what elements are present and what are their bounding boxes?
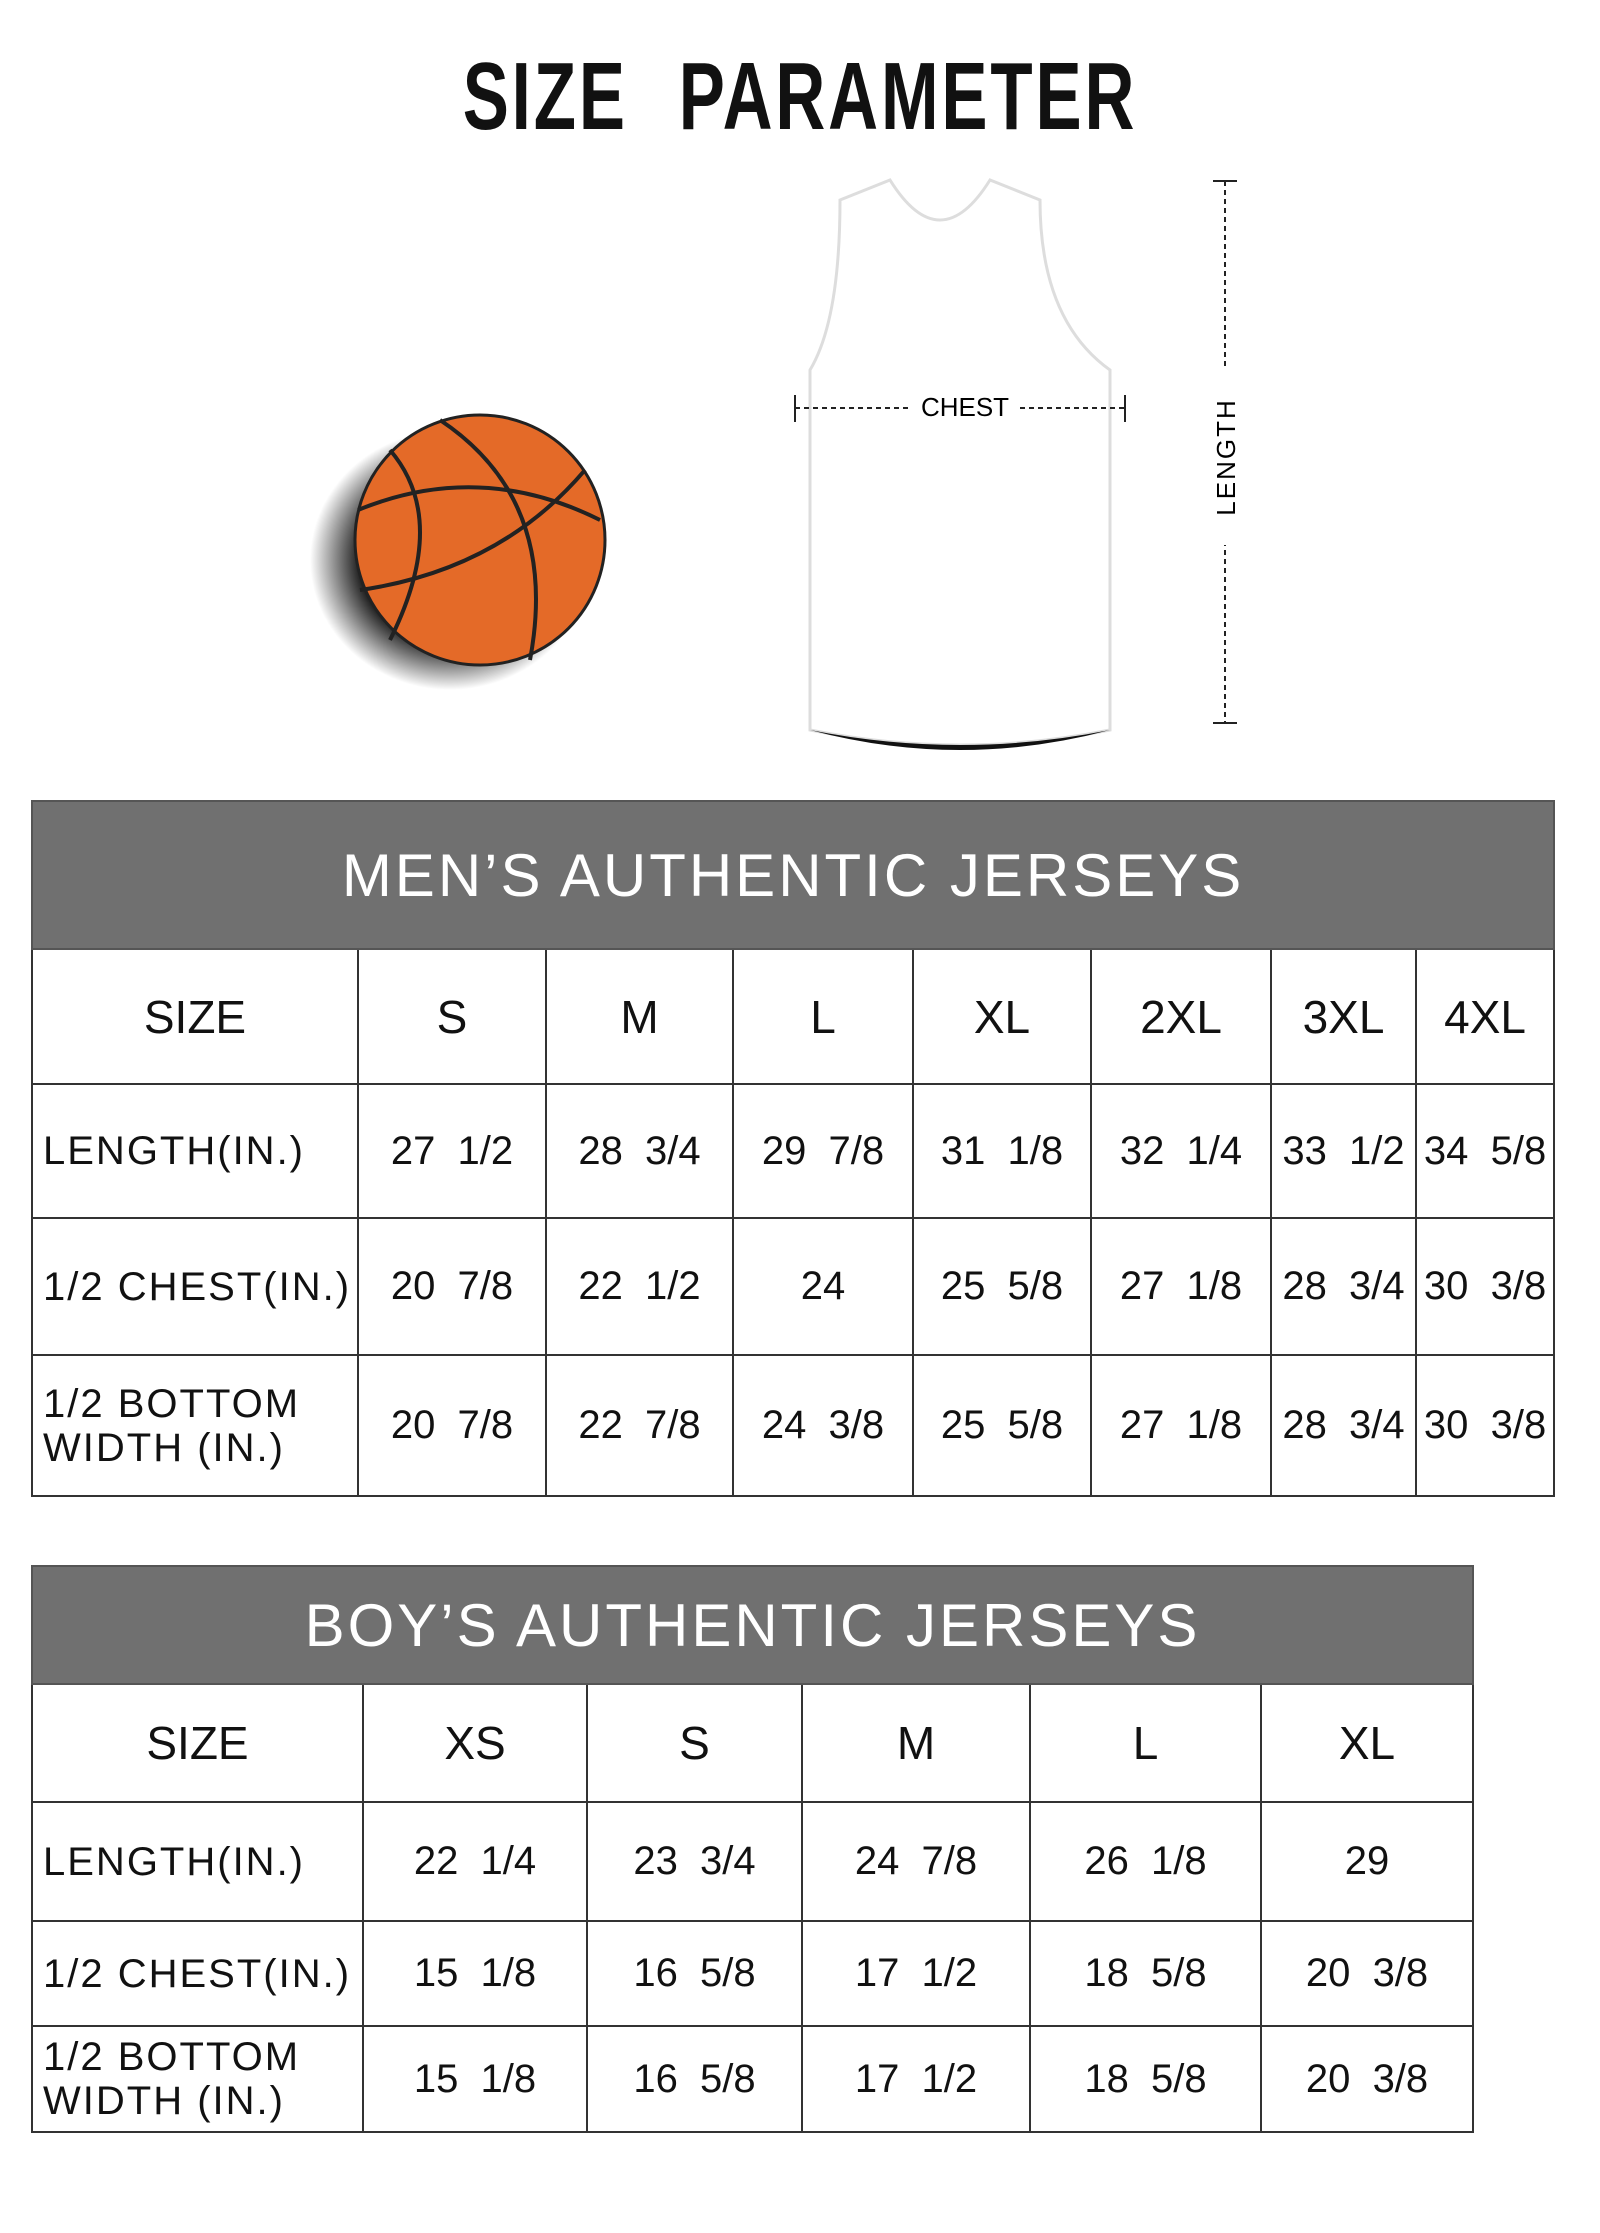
cell: 28 3/4 [1270, 1354, 1417, 1497]
size-col: M [545, 948, 734, 1085]
cell: 27 1/8 [1090, 1354, 1272, 1497]
size-col: XL [912, 948, 1092, 1085]
size-col: M [801, 1683, 1031, 1803]
size-col: XS [362, 1683, 588, 1803]
size-col: 2XL [1090, 948, 1272, 1085]
size-col: L [1029, 1683, 1262, 1803]
cell: 18 5/8 [1029, 2025, 1262, 2133]
cell: 28 3/4 [1270, 1217, 1417, 1356]
boys-size-table: BOY’S AUTHENTIC JERSEYS SIZE XS S M L XL… [30, 1565, 1475, 2133]
cell: 27 1/2 [357, 1083, 547, 1219]
cell: 26 1/8 [1029, 1801, 1262, 1922]
cell: 29 7/8 [732, 1083, 914, 1219]
row-label: 1/2 BOTTOM WIDTH (IN.) [31, 2025, 364, 2133]
row-label: 1/2 CHEST(IN.) [31, 1920, 364, 2027]
size-col: XL [1259, 1683, 1475, 1803]
cell: 30 3/8 [1414, 1217, 1556, 1356]
page-title: SIZE PARAMETER [462, 43, 1138, 150]
size-header: SIZE [31, 1683, 364, 1803]
cell: 15 1/8 [362, 1920, 588, 2027]
table-row: LENGTH(IN.) 27 1/2 28 3/4 29 7/8 31 1/8 … [31, 1083, 1556, 1219]
cell: 22 1/4 [362, 1801, 588, 1922]
cell: 18 5/8 [1029, 1920, 1262, 2027]
cell: 27 1/8 [1090, 1217, 1272, 1356]
cell: 24 [732, 1217, 914, 1356]
table-row: 1/2 BOTTOM WIDTH (IN.) 15 1/8 16 5/8 17 … [31, 2025, 1475, 2133]
size-col: S [357, 948, 547, 1085]
size-col: 3XL [1270, 948, 1417, 1085]
cell: 20 7/8 [357, 1354, 547, 1497]
jersey-diagram: CHEST [794, 178, 1126, 750]
cell: 20 3/8 [1259, 1920, 1475, 2027]
cell: 15 1/8 [362, 2025, 588, 2133]
cell: 28 3/4 [545, 1083, 734, 1219]
basketball-icon [310, 413, 607, 690]
cell: 32 1/4 [1090, 1083, 1272, 1219]
cell: 16 5/8 [586, 2025, 803, 2133]
cell: 24 7/8 [801, 1801, 1031, 1922]
table-row: 1/2 CHEST(IN.) 20 7/8 22 1/2 24 25 5/8 2… [31, 1217, 1556, 1356]
cell: 29 [1259, 1801, 1475, 1922]
mens-table-title: MEN’S AUTHENTIC JERSEYS [30, 800, 1556, 950]
length-label: LENGTH [1211, 398, 1241, 515]
cell: 20 3/8 [1259, 2025, 1475, 2133]
cell: 24 3/8 [732, 1354, 914, 1497]
length-indicator: LENGTH [1210, 180, 1241, 724]
row-label: LENGTH(IN.) [31, 1801, 364, 1922]
cell: 16 5/8 [586, 1920, 803, 2027]
cell: 25 5/8 [912, 1354, 1092, 1497]
cell: 22 7/8 [545, 1354, 734, 1497]
size-col: 4XL [1414, 948, 1556, 1085]
table-row: 1/2 BOTTOM WIDTH (IN.) 20 7/8 22 7/8 24 … [31, 1354, 1556, 1497]
row-label: 1/2 BOTTOM WIDTH (IN.) [31, 1354, 359, 1497]
table-row: LENGTH(IN.) 22 1/4 23 3/4 24 7/8 26 1/8 … [31, 1801, 1475, 1922]
cell: 25 5/8 [912, 1217, 1092, 1356]
cell: 30 3/8 [1414, 1354, 1556, 1497]
cell: 17 1/2 [801, 1920, 1031, 2027]
cell: 23 3/4 [586, 1801, 803, 1922]
row-label: LENGTH(IN.) [31, 1083, 359, 1219]
size-col: S [586, 1683, 803, 1803]
size-col: L [732, 948, 914, 1085]
boys-table-title: BOY’S AUTHENTIC JERSEYS [30, 1565, 1475, 1685]
cell: 33 1/2 [1270, 1083, 1417, 1219]
cell: 17 1/2 [801, 2025, 1031, 2133]
cell: 34 5/8 [1414, 1083, 1556, 1219]
table-row: 1/2 CHEST(IN.) 15 1/8 16 5/8 17 1/2 18 5… [31, 1920, 1475, 2027]
chest-label: CHEST [921, 392, 1009, 422]
mens-size-table: MEN’S AUTHENTIC JERSEYS SIZE S M L XL 2X… [30, 800, 1556, 1497]
row-label: 1/2 CHEST(IN.) [31, 1217, 359, 1356]
cell: 31 1/8 [912, 1083, 1092, 1219]
size-header: SIZE [31, 948, 359, 1085]
cell: 22 1/2 [545, 1217, 734, 1356]
cell: 20 7/8 [357, 1217, 547, 1356]
